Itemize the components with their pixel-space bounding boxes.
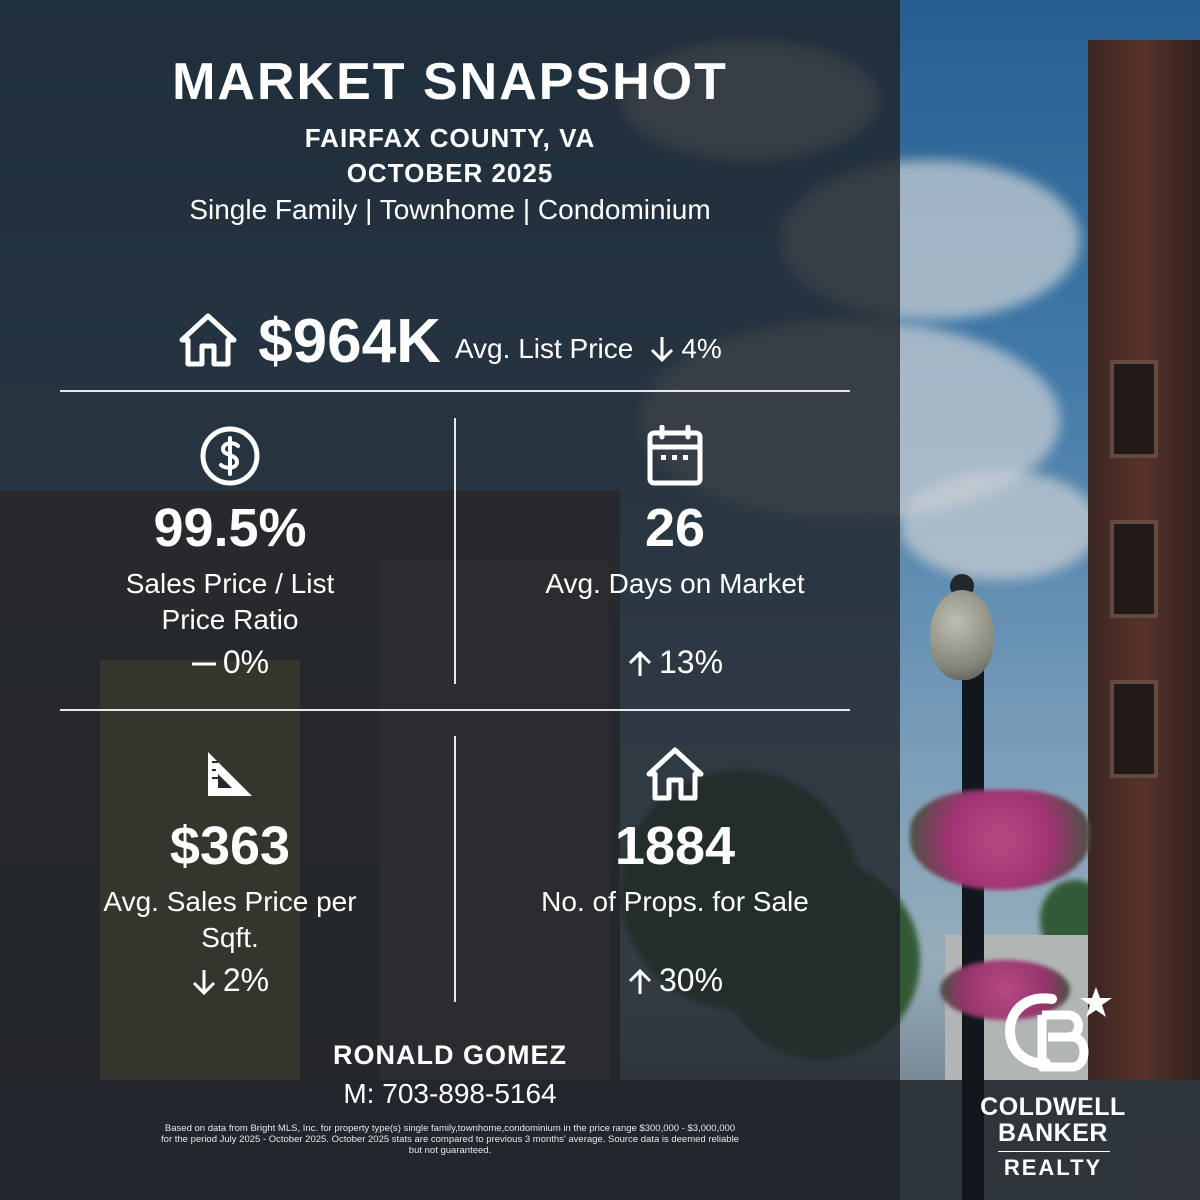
stat-label-line1: No. of Props. for Sale — [541, 886, 809, 917]
agent-phone[interactable]: M: 703-898-5164 — [343, 1078, 557, 1109]
stat-value: 1884 — [614, 816, 736, 876]
house-icon — [485, 742, 865, 806]
stat-label-line2: Sqft. — [201, 922, 259, 953]
stat-label: Avg. Sales Price per Sqft. — [40, 884, 420, 956]
disclaimer-line1: Based on data from Bright MLS, Inc. for … — [164, 1123, 736, 1134]
coldwell-banker-logo: COLDWELL BANKER REALTY — [968, 985, 1138, 1185]
disclaimer-line3: but not guaranteed. — [408, 1145, 492, 1156]
change-value: 4% — [681, 333, 722, 364]
stat-value: 26 — [644, 498, 706, 558]
snapshot-panel: MARKET SNAPSHOT FAIRFAX COUNTY, VA OCTOB… — [0, 53, 900, 1156]
stat-value: $363 — [169, 816, 291, 876]
avg-list-price-value: $964K — [258, 307, 441, 376]
logo-divider — [998, 1151, 1110, 1152]
divider-vertical-lower — [454, 736, 456, 1002]
dash-icon — [191, 649, 217, 677]
region-label: FAIRFAX COUNTY, VA — [304, 123, 596, 153]
logo-text-line2: BANKER — [998, 1119, 1108, 1147]
stat-days-on-market: 26 Avg. Days on Market 13% — [485, 424, 865, 694]
divider-horizontal-middle — [60, 709, 850, 711]
stat-label: Sales Price / List Price Ratio — [40, 566, 420, 638]
arrow-down-icon — [649, 335, 675, 363]
avg-list-price-label: Avg. List Price — [454, 333, 634, 364]
dollar-circle-icon — [40, 424, 420, 488]
property-types: Single Family | Townhome | Condominium — [189, 194, 711, 225]
disclaimer: Based on data from Bright MLS, Inc. for … — [150, 1123, 750, 1156]
change-value: 13% — [658, 644, 724, 680]
divider-horizontal-top — [60, 390, 850, 392]
change-value: 30% — [658, 962, 724, 998]
stat-label-line2: Price Ratio — [161, 604, 299, 635]
dark-overlay-panel — [0, 0, 900, 1200]
disclaimer-line2: for the period July 2025 - October 2025.… — [161, 1134, 739, 1145]
arrow-up-icon — [627, 967, 653, 995]
stat-price-per-sqft: $363 Avg. Sales Price per Sqft. 2% — [40, 742, 420, 1012]
stat-change: 0% — [40, 644, 420, 681]
house-icon — [178, 312, 238, 373]
stat-label: Avg. Days on Market — [485, 566, 865, 602]
stat-change: 13% — [485, 644, 865, 681]
stat-label-line1: Avg. Days on Market — [545, 568, 805, 599]
stat-change: 2% — [40, 962, 420, 999]
period-label: OCTOBER 2025 — [346, 158, 554, 188]
change-value: 2% — [222, 962, 270, 998]
arrow-up-icon — [627, 649, 653, 677]
cb-monogram-icon — [1004, 987, 1112, 1072]
avg-list-price-change: 4% — [649, 333, 722, 365]
agent-name: RONALD GOMEZ — [333, 1040, 567, 1070]
stat-change: 30% — [485, 962, 865, 999]
stat-props-for-sale: 1884 No. of Props. for Sale 30% — [485, 742, 865, 1012]
logo-text-line1: COLDWELL — [980, 1093, 1126, 1121]
ruler-triangle-icon — [40, 742, 420, 806]
divider-vertical-upper — [454, 418, 456, 684]
calendar-icon — [485, 424, 865, 488]
stat-sales-list-ratio: 99.5% Sales Price / List Price Ratio 0% — [40, 424, 420, 694]
logo-text-line3: REALTY — [1003, 1155, 1103, 1180]
stat-label-line1: Avg. Sales Price per — [103, 886, 357, 917]
stat-label-line1: Sales Price / List — [125, 568, 335, 599]
avg-list-price-headline: $964K Avg. List Price 4% — [0, 302, 900, 382]
page-title: MARKET SNAPSHOT — [172, 53, 728, 111]
stat-label: No. of Props. for Sale — [485, 884, 865, 920]
change-value: 0% — [222, 644, 270, 680]
stat-value: 99.5% — [153, 498, 307, 558]
arrow-down-icon — [191, 967, 217, 995]
